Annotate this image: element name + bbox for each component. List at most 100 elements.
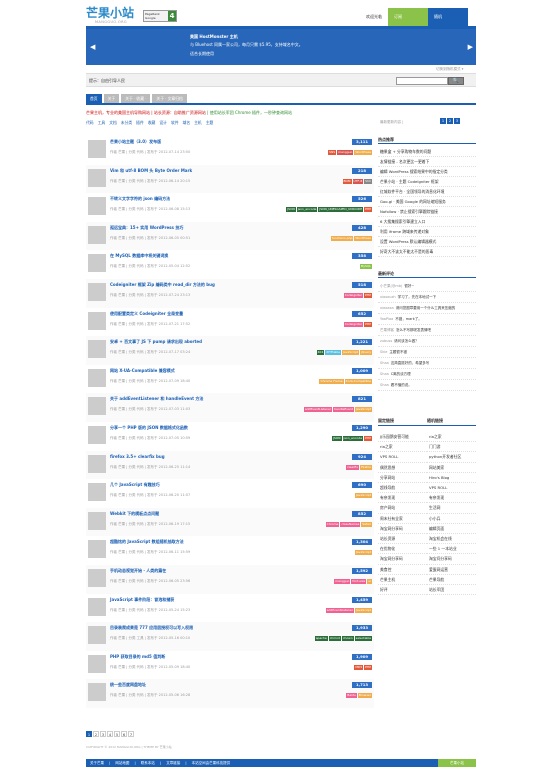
slider-mode-switch[interactable]: 切换到随机模式 ▾ — [436, 67, 464, 71]
tag-link[interactable]: PHP — [364, 321, 372, 327]
post-thumbnail[interactable] — [88, 340, 106, 359]
hot-post-link[interactable]: 6 大搜集搜索引擎建立入口 — [378, 217, 476, 227]
tab-home[interactable]: 首页 — [86, 94, 102, 103]
tag-link[interactable]: SNS — [328, 150, 337, 155]
post-title[interactable]: 超酷炫的 JavaScript 数组随机抽取方法 — [110, 539, 184, 545]
post-thumbnail[interactable] — [88, 454, 106, 473]
post-thumbnail[interactable] — [88, 511, 106, 530]
category-link[interactable]: 插件 — [136, 120, 144, 125]
friend-link[interactable]: 淘宝网分享码 — [378, 554, 427, 565]
friend-link[interactable]: 在优物化 — [378, 544, 427, 555]
category-link[interactable]: 工具 — [97, 120, 106, 125]
page-link-1[interactable]: 1 — [86, 731, 92, 737]
tag-link[interactable]: WordPress — [354, 235, 372, 241]
tag-link[interactable]: addEventListener — [303, 407, 333, 413]
hot-post-link[interactable]: 好奇大不该太不能太不是的恶毒 — [378, 247, 476, 257]
post-title[interactable]: 目录装爬成果是 777 应用层授权可以写入权限 — [110, 625, 194, 631]
tag-link[interactable]: handleEvent — [333, 407, 354, 413]
page-link-6[interactable]: 6 — [121, 731, 127, 737]
post-thumbnail[interactable] — [88, 483, 106, 502]
post-title[interactable]: 安卓 + 百文事了 JS 下 pump 请求出现 aborted — [110, 339, 202, 345]
page-link-2[interactable]: 2 — [93, 731, 99, 737]
tab-favorites[interactable]: 关于 · 收藏 · — [121, 94, 151, 103]
friend-link[interactable]: 超线导航 — [378, 483, 427, 494]
hot-post-link[interactable]: 编辑 WordPress 搜索结果中的指定分类 — [378, 167, 476, 177]
tag-link[interactable]: X-UA-Compatible — [344, 378, 372, 384]
tab-archive[interactable]: 关于 · 文章归档 — [152, 94, 187, 103]
post-title[interactable]: firefox 3.5+ clearfix bug — [110, 453, 165, 459]
tag-link[interactable]: PHP — [364, 435, 372, 441]
tag-link[interactable]: json_encode — [296, 207, 318, 213]
tag-link[interactable]: JavaScript — [354, 493, 372, 499]
friend-link[interactable]: JJ乐园鹅安营可能 — [378, 432, 427, 443]
tag-link[interactable]: BOM — [342, 178, 352, 184]
post-title[interactable]: 手机动态视觉开始 · 人类的篇在 — [110, 567, 167, 573]
page-link-3[interactable]: 3 — [100, 731, 106, 737]
tag-link[interactable]: json_encode — [342, 435, 364, 441]
tag-link[interactable]: WordPress — [354, 150, 372, 155]
tag-link[interactable]: selectable — [354, 636, 372, 642]
tag-link[interactable]: mangguo — [337, 150, 354, 155]
post-title[interactable]: 不转义文字字符的 json 编码方法 — [110, 196, 171, 202]
category-link[interactable]: 收藏 — [147, 120, 156, 125]
tag-link[interactable]: font-size — [351, 578, 367, 584]
friend-link[interactable]: 小小兵 — [427, 514, 476, 524]
tag-link[interactable]: Firefox — [360, 464, 372, 470]
friend-link[interactable]: 一些 1 一本站业 — [427, 544, 476, 555]
post-thumbnail[interactable] — [88, 540, 106, 559]
tag-link[interactable]: addEventListener — [325, 607, 354, 613]
tag-link[interactable]: Safari — [361, 521, 372, 527]
post-thumbnail[interactable] — [88, 282, 106, 301]
tag-link[interactable]: chown — [341, 636, 354, 642]
tag-link[interactable]: JSON_UNESCAPED_UNICODE — [318, 207, 364, 213]
tag-link[interactable]: classNames — [340, 521, 361, 527]
post-title[interactable]: 在 MySQL 数据库中将关键词换 — [110, 253, 169, 259]
tab-about[interactable]: 关于 — [103, 94, 120, 103]
post-thumbnail[interactable] — [88, 397, 106, 416]
tag-link[interactable]: JavaScript — [354, 407, 372, 413]
hot-post-link[interactable]: 芒果小站 · 主题 CodeIgniter 框架 — [378, 177, 476, 187]
page-link-5[interactable]: 5 — [114, 731, 120, 737]
tag-link[interactable]: PHP — [364, 207, 372, 213]
friend-link[interactable]: 淘宝网分享码 — [378, 524, 427, 535]
tag-link[interactable]: JavaScript — [354, 607, 372, 613]
tag-link[interactable]: JSON — [286, 207, 296, 213]
tag-link[interactable]: JSON — [332, 435, 342, 441]
slider-prev-button[interactable]: ◀ — [90, 43, 96, 51]
friend-link[interactable]: VPS ROLL — [378, 452, 427, 463]
welcome-link[interactable]: 欢迎光临 — [360, 8, 388, 26]
notice-red[interactable]: 芒果主机，专业的美国主机导购网站 | 站长资源：自助推广资源网站 — [86, 110, 206, 115]
friend-link[interactable]: 好评 — [378, 585, 427, 596]
hot-post-link[interactable]: 糖果盒 + 分享购物车数的问题 — [378, 147, 476, 157]
comment-item[interactable]: Shaa 这简直挺好的，希望多写 — [378, 358, 476, 369]
page-link-7[interactable]: 7 — [128, 731, 134, 737]
tag-link[interactable]: MD5 — [354, 664, 364, 670]
site-logo[interactable]: 芒果小站 MANGGUO.ORG — [86, 6, 166, 26]
post-title[interactable]: Codeigniter 框架 Zip 编码类中 read_dir 方法的 bug — [110, 281, 215, 287]
friend-link[interactable]: 网站美家 — [427, 463, 476, 473]
tag-link[interactable]: functions.php — [330, 235, 354, 241]
notice-green[interactable]: | 使用站长军团 Chrome 插件，一秒钟查询网站 — [205, 110, 293, 115]
post-title[interactable]: JavaScript 事件阶段：冒泡和捕获 — [110, 596, 175, 602]
friend-link[interactable]: 编辑页面 — [427, 524, 476, 535]
friend-link[interactable]: VPS ROLL — [427, 483, 476, 494]
friend-link[interactable]: 芒果主机 — [378, 575, 427, 586]
tag-link[interactable]: PHP — [364, 664, 372, 670]
post-thumbnail[interactable] — [88, 254, 106, 273]
friend-link[interactable]: 房产网站 — [378, 503, 427, 514]
post-thumbnail[interactable] — [88, 683, 106, 702]
post-title[interactable]: 关于 addEventListener 和 handleEvent 方法 — [110, 396, 204, 402]
friend-link[interactable]: python开发者社区 — [427, 452, 476, 463]
tag-link[interactable]: Baidu — [346, 693, 357, 699]
tag-link[interactable]: XHTtable — [325, 350, 341, 356]
page-link-3[interactable]: 3 — [454, 118, 460, 124]
subscribe-button[interactable]: 订阅 — [388, 8, 428, 26]
post-title[interactable]: 芒果小站主题（3.0）发布版 — [110, 139, 162, 144]
comment-item[interactable]: Shaa 看不懂的说。 — [378, 380, 476, 391]
category-link[interactable]: 主题 — [205, 120, 214, 125]
comment-item[interactable]: xiaoaxa 请问您图章要用一个什么工具来压缩的 — [378, 303, 476, 314]
category-link[interactable]: 软件 — [170, 120, 179, 125]
hot-post-link[interactable]: Nofollow · 禁止搜索引擎跟踪链接 — [378, 207, 476, 217]
friend-link[interactable]: 芒果导航 — [427, 575, 476, 586]
tag-link[interactable]: JavaScript — [342, 350, 360, 356]
